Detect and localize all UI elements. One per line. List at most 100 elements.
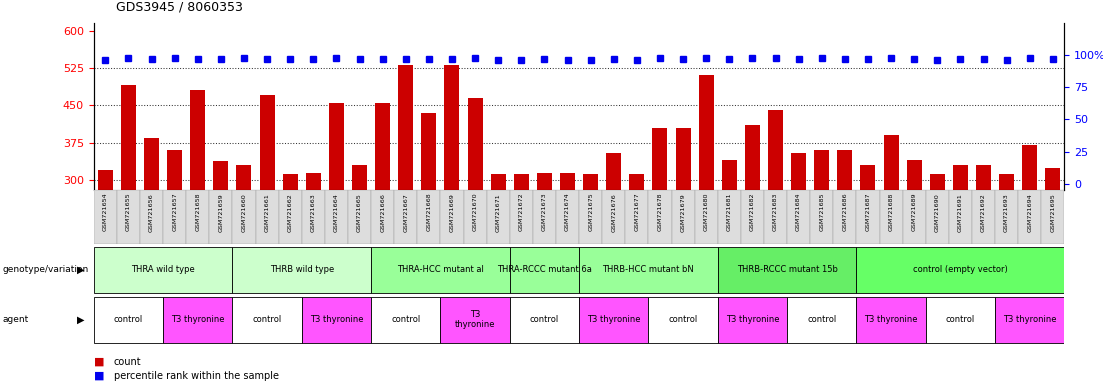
Bar <box>814 150 829 190</box>
Bar <box>421 113 437 190</box>
Bar <box>976 165 990 190</box>
Text: GSM721682: GSM721682 <box>750 193 754 231</box>
Text: GSM721693: GSM721693 <box>1004 193 1009 232</box>
Bar <box>233 247 371 293</box>
Bar <box>302 190 325 244</box>
Bar <box>468 98 483 190</box>
Bar <box>675 128 690 190</box>
Text: ■: ■ <box>94 371 105 381</box>
Bar <box>398 65 414 190</box>
Bar <box>811 190 833 244</box>
Text: control: control <box>529 315 559 324</box>
Bar <box>510 190 533 244</box>
Text: GSM721675: GSM721675 <box>588 193 593 232</box>
Text: GSM721666: GSM721666 <box>381 193 385 232</box>
Text: T3 thyronine: T3 thyronine <box>310 315 363 324</box>
Text: GSM721694: GSM721694 <box>1027 193 1032 232</box>
Bar <box>463 190 486 244</box>
Bar <box>649 297 718 343</box>
Text: control (empty vector): control (empty vector) <box>913 265 1008 274</box>
Bar <box>583 174 598 190</box>
Bar <box>972 190 995 244</box>
Bar <box>556 190 579 244</box>
Text: GSM721655: GSM721655 <box>126 193 131 232</box>
Bar <box>999 174 1014 190</box>
Text: count: count <box>114 357 141 367</box>
Text: THRB-HCC mutant bN: THRB-HCC mutant bN <box>602 265 694 274</box>
Bar <box>856 247 1064 293</box>
Bar <box>371 297 440 343</box>
Text: GSM721688: GSM721688 <box>889 193 893 231</box>
Bar <box>168 150 182 190</box>
Bar <box>745 125 760 190</box>
Bar <box>233 190 256 244</box>
Bar <box>602 190 625 244</box>
Text: GSM721669: GSM721669 <box>449 193 454 232</box>
Bar <box>1018 190 1041 244</box>
Text: GSM721683: GSM721683 <box>773 193 778 231</box>
Bar <box>259 95 275 190</box>
Text: ■: ■ <box>94 357 105 367</box>
Bar <box>860 165 876 190</box>
Bar <box>930 174 945 190</box>
Bar <box>94 190 117 244</box>
Bar <box>833 190 856 244</box>
Text: control: control <box>114 315 143 324</box>
Bar <box>879 190 902 244</box>
Bar <box>768 110 783 190</box>
Bar <box>233 297 302 343</box>
Bar <box>329 103 344 190</box>
Text: GSM721663: GSM721663 <box>311 193 315 232</box>
Text: GDS3945 / 8060353: GDS3945 / 8060353 <box>116 0 243 13</box>
Text: agent: agent <box>2 315 29 324</box>
Bar <box>440 190 463 244</box>
Bar <box>649 190 672 244</box>
Text: GSM721680: GSM721680 <box>704 193 709 231</box>
Bar <box>306 173 321 190</box>
Text: THRA-RCCC mutant 6a: THRA-RCCC mutant 6a <box>497 265 592 274</box>
Bar <box>856 190 879 244</box>
Text: GSM721676: GSM721676 <box>611 193 617 232</box>
Text: GSM721695: GSM721695 <box>1050 193 1056 232</box>
Bar <box>375 103 390 190</box>
Text: GSM721668: GSM721668 <box>427 193 431 232</box>
Text: GSM721679: GSM721679 <box>681 193 686 232</box>
Text: genotype/variation: genotype/variation <box>2 265 88 274</box>
Bar <box>788 297 856 343</box>
Text: THRB wild type: THRB wild type <box>269 265 334 274</box>
Bar <box>347 190 371 244</box>
Text: GSM721687: GSM721687 <box>866 193 870 231</box>
Bar <box>907 160 922 190</box>
Bar <box>279 190 302 244</box>
Bar <box>837 150 853 190</box>
Bar <box>117 190 140 244</box>
Bar <box>579 297 649 343</box>
Bar <box>741 190 764 244</box>
Bar <box>579 247 718 293</box>
Bar <box>163 297 233 343</box>
Bar <box>236 165 251 190</box>
Text: GSM721678: GSM721678 <box>657 193 663 231</box>
Text: control: control <box>668 315 698 324</box>
Text: GSM721684: GSM721684 <box>796 193 801 231</box>
Bar <box>163 190 186 244</box>
Bar <box>953 165 968 190</box>
Bar <box>1046 168 1060 190</box>
Bar <box>949 190 972 244</box>
Text: GSM721662: GSM721662 <box>288 193 292 232</box>
Bar <box>653 128 667 190</box>
Text: GSM721686: GSM721686 <box>843 193 847 232</box>
Bar <box>537 173 552 190</box>
Text: GSM721667: GSM721667 <box>404 193 408 232</box>
Bar <box>486 190 510 244</box>
Text: GSM721690: GSM721690 <box>934 193 940 232</box>
Bar <box>630 174 644 190</box>
Text: T3 thyronine: T3 thyronine <box>865 315 918 324</box>
Bar <box>672 190 695 244</box>
Bar <box>371 190 394 244</box>
Text: GSM721670: GSM721670 <box>472 193 478 232</box>
Bar <box>533 190 556 244</box>
Text: GSM721674: GSM721674 <box>565 193 570 232</box>
Bar <box>1022 145 1037 190</box>
Bar <box>856 297 925 343</box>
